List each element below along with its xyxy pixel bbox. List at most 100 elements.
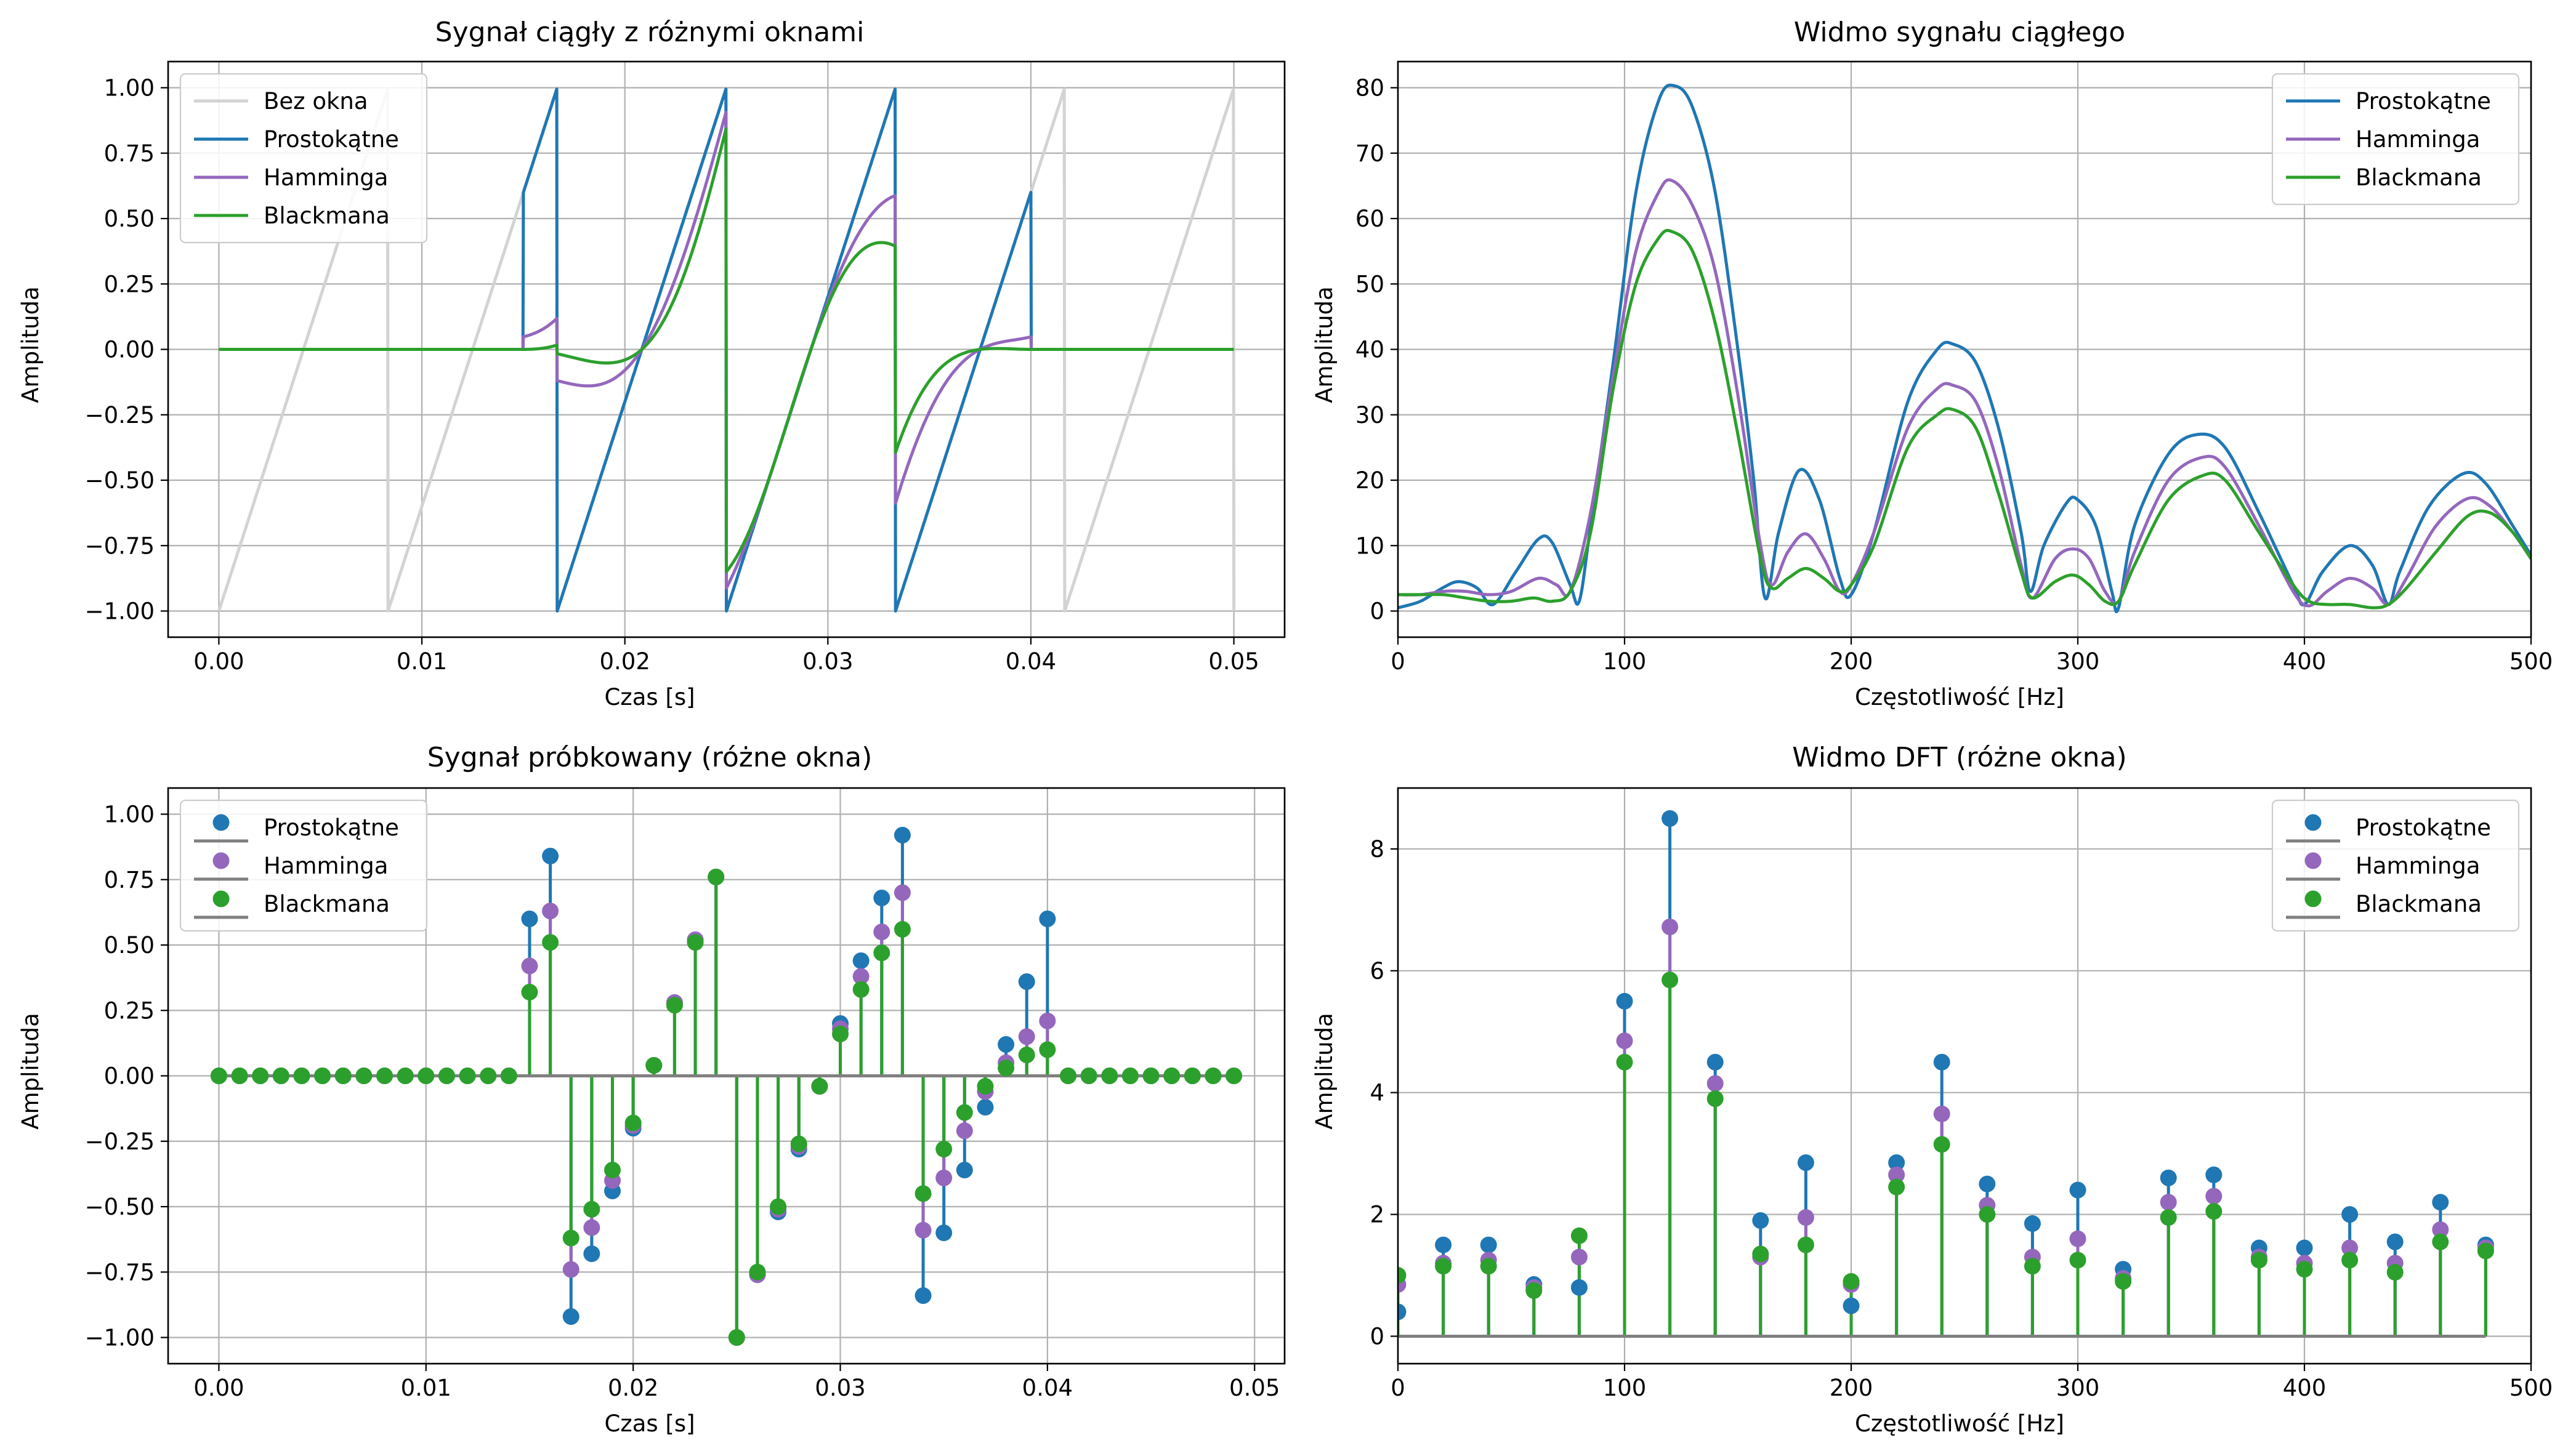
panel-time-continuous: Sygnał ciągły z różnymi oknami 0.00 0.01 0… (17, 17, 1286, 710)
stem-marker-black (2432, 1233, 2449, 1250)
series-line-black (1398, 228, 2531, 609)
stem-marker-black (376, 1068, 393, 1084)
legend-marker-swatch (2304, 852, 2322, 869)
stem-marker-rect (1662, 810, 1679, 827)
stem-marker-hamm (956, 1122, 973, 1140)
stem-marker-rect (521, 911, 538, 927)
x-tick-label: 0 (1391, 648, 1405, 675)
stem-marker-black (1060, 1068, 1076, 1084)
stem-marker-black (252, 1068, 269, 1084)
stem-marker-black (542, 934, 559, 951)
stem-marker-rect (873, 890, 890, 906)
stem-marker-black (314, 1068, 331, 1084)
legend-marker-swatch (212, 890, 230, 907)
stem-marker-black (728, 1329, 745, 1346)
stem-marker-black (355, 1068, 373, 1084)
panel-spectrum-dft: Widmo DFT (różne okna) 0 100 200 300 400 5000… (1311, 742, 2553, 1437)
stem-marker-black (873, 944, 890, 962)
stem-marker-rect (977, 1099, 994, 1116)
stem-marker-black (293, 1068, 310, 1084)
legend-item-rect: Prostokątne (2286, 88, 2491, 115)
stem-marker-black (583, 1201, 600, 1218)
stem-marker-hamm (2205, 1188, 2223, 1205)
y-tick-label: 50 (1355, 271, 1384, 297)
stem-marker-black (1142, 1068, 1160, 1084)
stem-marker-black (1570, 1227, 1588, 1244)
data-layer (210, 827, 1243, 1346)
stem-marker-black (2386, 1264, 2404, 1281)
stem-marker-black (2341, 1252, 2359, 1269)
stem-marker-rect (2205, 1166, 2223, 1183)
stem-marker-black (1225, 1068, 1243, 1084)
panel-spectrum-continuous: Widmo sygnału ciągłego 0 100 200 300 400 5000… (1311, 17, 2553, 710)
y-tick-label: 4 (1370, 1080, 1384, 1106)
x-tick-label: 400 (2283, 1375, 2327, 1401)
series-line-black (217, 127, 1235, 573)
x-tick-label: 200 (1830, 1375, 1873, 1401)
stem-marker-black (459, 1068, 476, 1084)
x-tick-label: 0.02 (608, 1375, 658, 1401)
stem-marker-black (749, 1263, 766, 1281)
stem-marker-rect (1706, 1053, 1724, 1071)
legend-item-bez: Bez okna (194, 88, 368, 115)
stem-marker-rect (915, 1287, 932, 1304)
stem-marker-rect (562, 1308, 579, 1325)
ticks: 0.00 0.01 0.02 0.03 0.04 0.05 −1.00 −0.75 −0.50 −… (85, 75, 1259, 675)
y-tick-label: −0.25 (85, 402, 155, 428)
stem-marker-rect (583, 1245, 600, 1262)
plot-area: 0.00 0.01 0.02 0.03 0.04 0.05 −1.00 −0.75 −0.50 −… (85, 787, 1286, 1402)
stem-marker-black (2069, 1252, 2086, 1269)
y-tick-label: 0.50 (104, 206, 155, 232)
y-tick-label: 0 (1370, 1323, 1384, 1349)
stem-marker-black (977, 1078, 994, 1095)
legend-frame (2271, 799, 2520, 932)
legend-item-black: Blackmana (2286, 890, 2482, 919)
x-tick-label: 500 (2509, 648, 2553, 675)
stem-marker-black (1933, 1136, 1950, 1153)
y-tick-label: −1.00 (85, 1325, 155, 1351)
legend-frame (2271, 73, 2520, 206)
y-tick-label: 0.75 (104, 140, 155, 167)
legend: Prostokątne Hamminga Blackmana (2271, 73, 2520, 206)
stem-marker-black (1752, 1245, 1769, 1263)
stem-marker-hamm (1039, 1012, 1056, 1029)
stem-marker-black (1888, 1178, 1905, 1196)
stem-marker-hamm (935, 1169, 953, 1186)
stem-marker-black (1121, 1068, 1139, 1084)
stem-marker-hamm (915, 1221, 932, 1239)
legend-frame (179, 799, 428, 932)
y-axis-label: Amplituda (17, 286, 44, 403)
stem-marker-black (1662, 971, 1679, 989)
x-tick-label: 200 (1830, 648, 1873, 675)
legend-marker-swatch (212, 852, 230, 869)
x-tick-label: 0.00 (193, 648, 244, 675)
stem-marker-rect (1616, 992, 1633, 1010)
x-tick-label: 0.05 (1208, 648, 1259, 675)
y-tick-label: 1.00 (104, 75, 155, 102)
y-tick-label: 8 (1370, 836, 1384, 863)
stem-marker-black (1525, 1282, 1543, 1299)
x-tick-label: 500 (2509, 1375, 2553, 1401)
y-tick-label: 0.00 (104, 337, 155, 363)
legend-label: Hamminga (264, 853, 388, 879)
stem-marker-black (645, 1057, 663, 1074)
stem-marker-black (334, 1068, 352, 1084)
stem-marker-black (2024, 1258, 2041, 1275)
y-tick-label: 0 (1370, 598, 1384, 625)
stem-marker-black (1163, 1068, 1181, 1084)
stem-marker-black (604, 1162, 621, 1178)
ticks: 0 100 200 300 400 500 0 10 20 30 40 50 60 70 80 (1355, 75, 2553, 675)
x-tick-label: 0.01 (401, 1375, 451, 1401)
legend-item-black: Blackmana (194, 203, 390, 229)
stem-marker-rect (2160, 1169, 2177, 1186)
y-tick-label: 10 (1355, 533, 1384, 559)
y-tick-label: 40 (1355, 337, 1384, 363)
y-tick-label: −0.75 (85, 533, 155, 559)
y-tick-label: 80 (1355, 75, 1384, 102)
legend-item-rect: Prostokątne (2286, 814, 2491, 843)
ticks: 0.00 0.01 0.02 0.03 0.04 0.05 −1.00 −0.75 −0.50 −… (85, 802, 1280, 1402)
stem-marker-rect (1797, 1154, 1814, 1171)
stem-marker-rect (935, 1225, 953, 1241)
legend-label: Prostokątne (2356, 88, 2491, 115)
stem-marker-black (1979, 1206, 1996, 1223)
